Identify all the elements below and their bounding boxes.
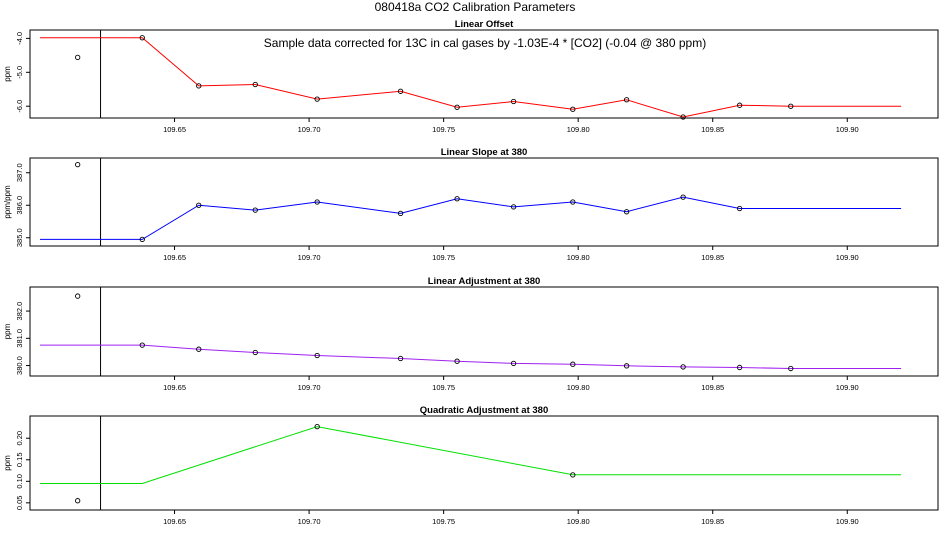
data-point — [314, 352, 320, 359]
data-point — [680, 194, 686, 200]
data-point — [788, 365, 794, 372]
x-tick-label: 109.75 — [432, 383, 455, 392]
data-point — [314, 96, 320, 102]
data-point — [570, 472, 576, 478]
data-point — [510, 360, 517, 367]
outlier-point — [75, 293, 81, 299]
panel-title: Linear Slope at 380 — [441, 147, 528, 158]
data-point — [736, 364, 743, 371]
data-point — [570, 106, 576, 112]
data-point — [680, 364, 686, 370]
data-point — [510, 98, 517, 105]
x-tick-label: 109.80 — [567, 125, 590, 134]
data-point — [623, 209, 630, 215]
y-tick-label: 0.05 — [15, 496, 24, 511]
data-point — [454, 196, 460, 202]
data-point — [139, 342, 145, 348]
series-line — [40, 426, 902, 484]
data-point — [788, 103, 794, 109]
x-tick-label: 109.90 — [836, 253, 859, 262]
x-tick-label: 109.70 — [298, 383, 321, 392]
data-point — [196, 202, 202, 208]
data-point — [196, 83, 202, 89]
data-point — [454, 358, 460, 364]
plot-frame — [29, 286, 939, 377]
x-tick-label: 109.75 — [432, 125, 455, 134]
data-point — [139, 35, 145, 41]
x-tick-label: 109.70 — [298, 125, 321, 134]
series-line — [40, 344, 902, 369]
data-point — [570, 199, 576, 205]
outlier-point — [75, 498, 81, 504]
y-tick-label: -6.0 — [15, 100, 24, 113]
x-tick-label: 109.65 — [163, 125, 186, 134]
data-point — [252, 81, 258, 88]
data-point — [454, 104, 460, 110]
plot-frame — [29, 415, 939, 511]
y-tick-label: 385.0 — [15, 228, 24, 247]
x-tick-label: 109.90 — [836, 517, 859, 526]
data-point — [736, 102, 743, 108]
data-point — [314, 423, 320, 430]
x-tick-label: 109.75 — [432, 517, 455, 526]
plot-frame — [29, 157, 939, 247]
y-axis-label: ppm/ppm — [3, 185, 12, 219]
x-tick-label: 109.80 — [567, 253, 590, 262]
panel-title: Quadratic Adjustment at 380 — [420, 405, 548, 416]
panel-title: Linear Offset — [455, 19, 514, 30]
series-line — [40, 37, 902, 118]
y-tick-label: 386.0 — [15, 196, 24, 215]
page-title: 080418a CO2 Calibration Parameters — [374, 0, 576, 14]
data-point — [196, 346, 202, 352]
x-tick-label: 109.75 — [432, 253, 455, 262]
x-tick-label: 109.70 — [298, 253, 321, 262]
panel-title: Linear Adjustment at 380 — [428, 276, 541, 287]
correction-annotation: Sample data corrected for 13C in cal gas… — [264, 36, 706, 50]
y-axis-label: ppm — [3, 66, 12, 82]
x-tick-label: 109.85 — [701, 253, 724, 262]
y-tick-label: 382.0 — [15, 302, 24, 321]
data-point — [252, 207, 258, 213]
x-tick-label: 109.85 — [701, 383, 724, 392]
x-tick-label: 109.90 — [836, 383, 859, 392]
series-line — [40, 196, 902, 240]
data-point — [680, 114, 686, 120]
y-tick-label: 380.0 — [15, 356, 24, 375]
y-axis-label: ppm — [3, 323, 12, 339]
outlier-point — [75, 54, 81, 61]
x-tick-label: 109.65 — [163, 383, 186, 392]
data-point — [397, 355, 404, 362]
x-tick-label: 109.65 — [163, 517, 186, 526]
plot-frame — [29, 29, 939, 119]
data-point — [139, 236, 145, 243]
data-point — [623, 363, 630, 369]
data-point — [736, 205, 743, 212]
x-tick-label: 109.90 — [836, 125, 859, 134]
data-point — [623, 97, 630, 103]
y-tick-label: 381.0 — [15, 329, 24, 348]
y-tick-label: 387.0 — [15, 163, 24, 182]
data-point — [314, 199, 320, 205]
x-tick-label: 109.85 — [701, 125, 724, 134]
data-point — [510, 204, 517, 210]
y-tick-label: 0.15 — [15, 452, 24, 467]
data-point — [570, 361, 576, 367]
x-tick-label: 109.65 — [163, 253, 186, 262]
x-tick-label: 109.85 — [701, 517, 724, 526]
y-tick-label: -4.0 — [15, 32, 24, 45]
x-tick-label: 109.80 — [567, 517, 590, 526]
y-tick-label: 0.20 — [15, 431, 24, 446]
data-point — [397, 88, 404, 94]
outlier-point — [75, 161, 81, 168]
y-axis-label: ppm — [3, 455, 12, 471]
y-tick-label: -5.0 — [15, 66, 24, 79]
x-tick-label: 109.80 — [567, 383, 590, 392]
y-tick-label: 0.10 — [15, 474, 24, 489]
data-point — [397, 210, 404, 217]
x-tick-label: 109.70 — [298, 517, 321, 526]
data-point — [252, 349, 258, 356]
